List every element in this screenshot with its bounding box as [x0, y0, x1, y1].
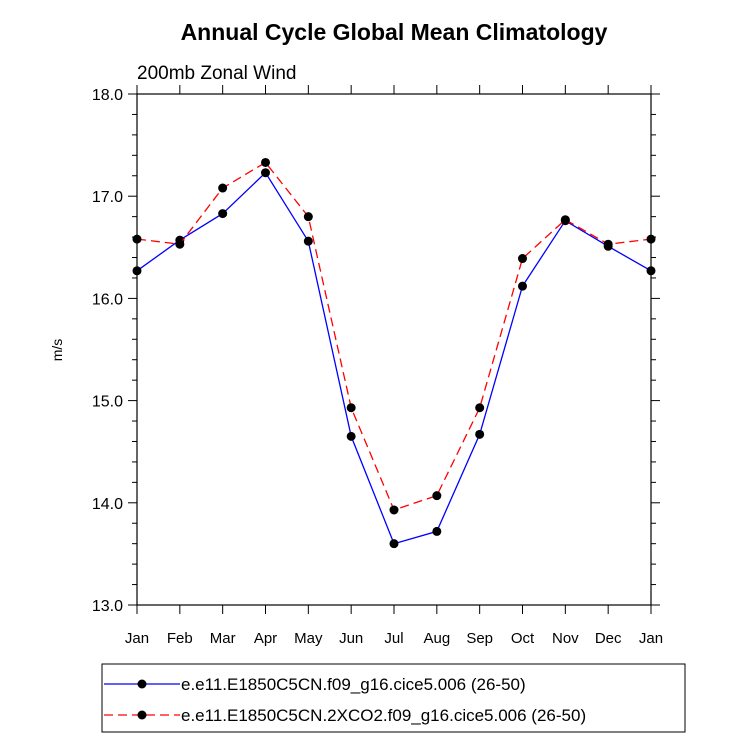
- y-tick-label: 18.0: [92, 87, 123, 104]
- chart-title: Annual Cycle Global Mean Climatology: [181, 19, 608, 45]
- x-tick-label: Jan: [639, 630, 663, 647]
- x-tick-label: Feb: [167, 630, 193, 647]
- series-layer: [132, 157, 656, 549]
- x-tick-label: Apr: [254, 630, 277, 647]
- data-point: [303, 212, 313, 222]
- legend-label: e.e11.E1850C5CN.f09_g16.cice5.006 (26-50…: [181, 675, 526, 694]
- x-tick-label: Nov: [552, 630, 579, 647]
- data-point: [432, 491, 442, 501]
- data-point: [603, 239, 613, 249]
- data-point: [346, 403, 356, 413]
- x-tick-label: Jul: [384, 630, 403, 647]
- data-point: [646, 234, 656, 244]
- data-point: [518, 281, 527, 291]
- y-tick-label: 14.0: [92, 496, 123, 513]
- legend-marker: [137, 710, 147, 720]
- legend-label: e.e11.E1850C5CN.2XCO2.f09_g16.cice5.006 …: [181, 706, 586, 725]
- y-tick-label: 16.0: [92, 291, 123, 308]
- data-point: [432, 526, 442, 536]
- data-point: [218, 183, 228, 193]
- legend-marker: [137, 679, 147, 689]
- x-tick-label: Mar: [210, 630, 236, 647]
- data-point: [132, 234, 142, 244]
- y-tick-label: 13.0: [92, 598, 123, 615]
- plot-frame: [136, 93, 652, 606]
- data-point: [261, 168, 270, 178]
- data-point: [303, 236, 313, 246]
- data-point: [346, 431, 356, 441]
- data-point: [560, 215, 570, 225]
- legend: e.e11.E1850C5CN.f09_g16.cice5.006 (26-50…: [101, 663, 686, 733]
- data-point: [218, 209, 228, 219]
- data-point: [261, 157, 270, 167]
- data-point: [475, 429, 485, 439]
- chart-subtitle: 200mb Zonal Wind: [137, 63, 296, 84]
- data-point: [132, 266, 142, 276]
- data-point: [389, 505, 399, 515]
- data-point: [646, 266, 656, 276]
- series-line: [136, 171, 652, 545]
- x-tick-label: Jun: [339, 630, 363, 647]
- x-tick-label: May: [294, 630, 323, 647]
- y-axis-label: m/s: [49, 339, 65, 362]
- y-tick-label: 15.0: [92, 394, 123, 411]
- legend-box: [101, 663, 686, 733]
- axes: 13.0 14.0 15.0 16.0 17.0 18.0 Jan Feb Mar Apr May J…: [92, 85, 663, 647]
- series-line: [136, 161, 652, 511]
- data-point: [475, 403, 485, 413]
- x-tick-label: Jan: [125, 630, 149, 647]
- series-2: [132, 157, 656, 515]
- data-point: [175, 239, 185, 249]
- data-point: [518, 254, 527, 264]
- series-1: [132, 168, 656, 549]
- x-tick-label: Oct: [511, 630, 535, 647]
- data-point: [389, 539, 399, 549]
- x-tick-label: Dec: [595, 630, 622, 647]
- x-tick-label: Aug: [423, 630, 450, 647]
- x-tick-label: Sep: [466, 630, 493, 647]
- y-tick-label: 17.0: [92, 189, 123, 206]
